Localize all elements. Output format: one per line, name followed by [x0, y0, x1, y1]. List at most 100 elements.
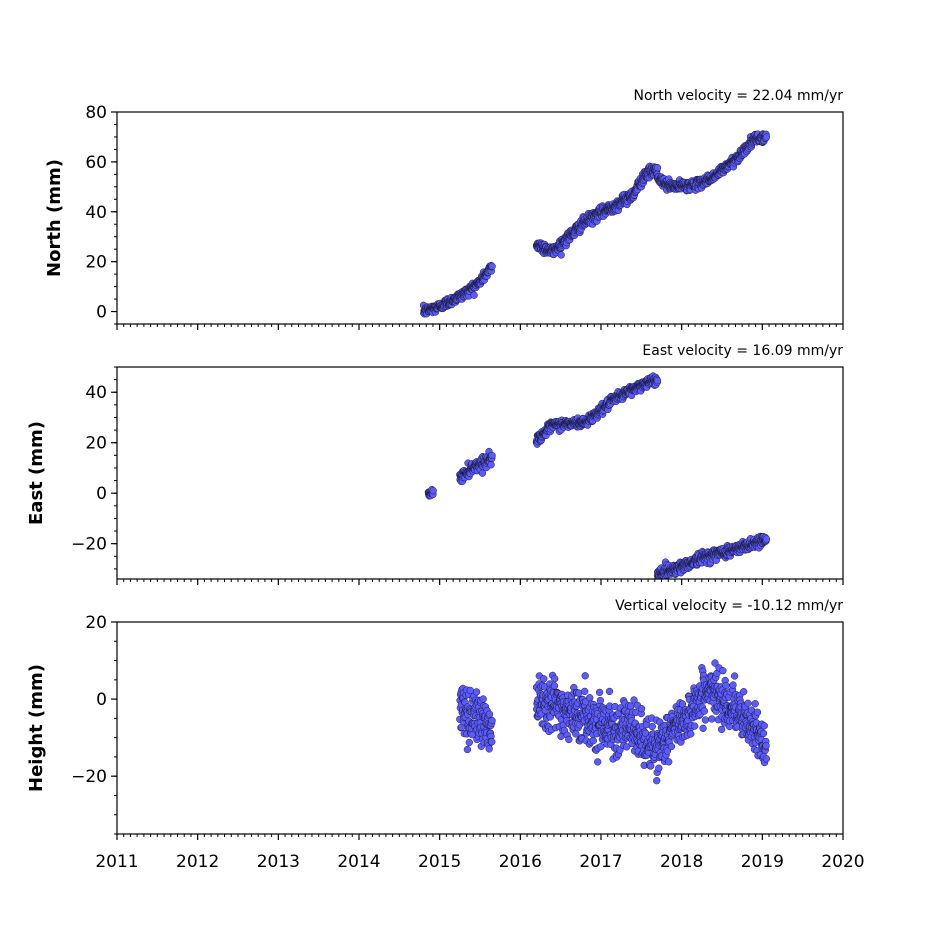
data-point	[623, 743, 631, 751]
data-point	[729, 681, 737, 689]
y-tick-label: 40	[85, 383, 107, 403]
y-tick-label: 0	[96, 303, 107, 323]
data-point	[463, 745, 472, 754]
data-point	[647, 762, 655, 770]
x-tick-label: 2014	[337, 852, 380, 872]
y-tick-label: 40	[85, 203, 107, 223]
data-point	[540, 675, 548, 683]
data-point	[699, 724, 707, 732]
data-point	[730, 672, 739, 680]
data-point	[691, 722, 699, 730]
data-point	[717, 725, 726, 734]
x-tick-label: 2019	[741, 852, 784, 872]
data-point	[487, 461, 495, 469]
data-point	[479, 695, 487, 703]
data-point	[653, 377, 662, 385]
velocity-annotation: Vertical velocity = -10.12 mm/yr	[615, 598, 843, 614]
data-point	[557, 251, 565, 259]
y-tick-label: 20	[85, 253, 107, 273]
data-point	[581, 687, 589, 696]
data-point	[751, 700, 759, 708]
data-point	[586, 694, 594, 702]
data-point	[653, 777, 661, 785]
x-tick-label: 2017	[579, 852, 622, 872]
data-point	[572, 730, 580, 738]
data-point	[472, 688, 481, 696]
y-tick-label: 0	[96, 690, 107, 710]
data-point	[485, 710, 494, 718]
y-tick-label: 20	[85, 613, 107, 633]
data-point	[744, 699, 752, 707]
x-tick-label: 2018	[660, 852, 703, 872]
y-tick-label: −20	[71, 767, 107, 787]
x-tick-label: 2020	[821, 852, 864, 872]
data-point	[678, 700, 687, 708]
data-point	[488, 451, 496, 460]
data-point	[466, 686, 474, 695]
y-tick-label: 20	[85, 434, 107, 454]
y-tick-label: 60	[85, 153, 107, 173]
data-point	[687, 730, 695, 738]
data-point	[760, 722, 768, 730]
data-point	[653, 164, 662, 172]
data-point	[470, 291, 478, 299]
data-points	[424, 372, 771, 579]
x-tick-label: 2011	[95, 852, 138, 872]
data-point	[630, 696, 638, 704]
data-point	[762, 133, 771, 141]
data-point	[701, 716, 710, 724]
data-point	[711, 659, 719, 667]
data-point	[753, 708, 762, 716]
y-tick-label: −20	[71, 535, 107, 555]
x-tick-label: 2016	[499, 852, 542, 872]
data-point	[762, 535, 771, 543]
data-point	[665, 758, 673, 766]
velocity-annotation: East velocity = 16.09 mm/yr	[642, 343, 843, 359]
data-point	[581, 672, 589, 680]
data-point	[550, 682, 559, 690]
data-point	[597, 742, 605, 751]
y-tick-label: 80	[85, 103, 107, 123]
data-point	[655, 764, 663, 772]
data-point	[488, 738, 496, 746]
data-point	[488, 716, 496, 725]
data-point	[648, 722, 656, 731]
data-points	[456, 659, 771, 785]
data-point	[762, 742, 770, 750]
data-point	[759, 729, 768, 738]
data-point	[551, 675, 559, 683]
data-point	[594, 758, 602, 766]
data-point	[740, 688, 748, 696]
y-axis-label: Height (mm)	[26, 664, 47, 792]
data-point	[762, 755, 771, 763]
data-point	[605, 687, 614, 696]
velocity-annotation: North velocity = 22.04 mm/yr	[633, 88, 843, 104]
panel-2: −20 0 20 40 East (mm) East velocity = 16.09 m…	[26, 343, 844, 585]
data-point	[595, 688, 604, 697]
y-axis-label: North (mm)	[44, 159, 65, 277]
data-point	[485, 745, 493, 753]
data-point	[429, 487, 437, 495]
data-point	[589, 737, 597, 745]
data-point	[637, 705, 646, 713]
x-tick-label: 2015	[418, 852, 461, 872]
axes-frame	[116, 111, 844, 325]
x-tick-label: 2013	[257, 852, 300, 872]
data-point	[575, 689, 583, 697]
data-point	[565, 735, 573, 744]
data-point	[708, 715, 716, 723]
y-tick-label: 0	[96, 484, 107, 504]
x-tick-label: 2012	[176, 852, 219, 872]
panel-3: −20 0 20 2011 2012 2013 2014 2015 2016 2017 2018 20…	[26, 598, 865, 872]
data-point	[722, 681, 730, 690]
data-point	[700, 707, 709, 715]
data-point	[488, 262, 496, 270]
data-point	[663, 747, 672, 755]
data-point	[667, 742, 676, 751]
panel-1: 0 20 40 60 80 North (mm) North velocity = 22.0…	[44, 88, 844, 330]
y-axis-label: East (mm)	[26, 421, 47, 525]
data-point	[719, 667, 727, 675]
data-point	[465, 738, 473, 747]
data-point	[596, 696, 605, 705]
